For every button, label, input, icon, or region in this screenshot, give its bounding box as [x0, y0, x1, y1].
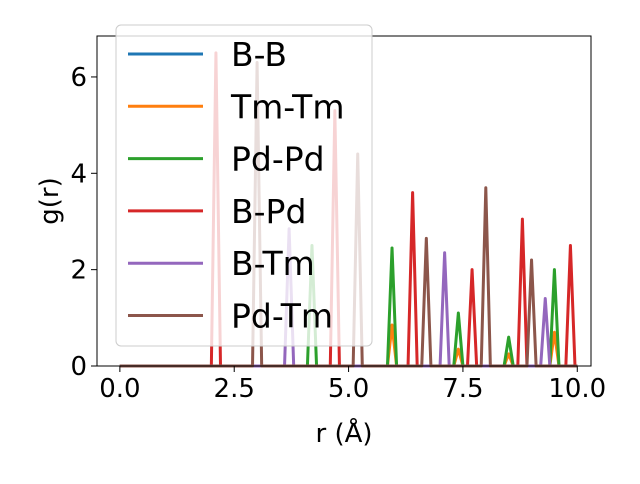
x-ticks: 0.0 2.5 5.0 7.5 10.0 — [99, 366, 606, 404]
y-tick-label: 6 — [70, 63, 87, 93]
x-tick-label: 10.0 — [548, 374, 606, 404]
legend-label-pd-pd: Pd-Pd — [231, 140, 325, 179]
y-tick-label: 0 — [70, 352, 87, 382]
legend-label-b-b: B-B — [231, 35, 287, 74]
legend: B-B Tm-Tm Pd-Pd B-Pd B-Tm Pd-Tm — [115, 24, 373, 347]
x-axis-label: r (Å) — [315, 417, 372, 449]
y-tick-label: 2 — [70, 256, 87, 286]
x-tick-label: 5.0 — [328, 374, 369, 404]
legend-label-pd-tm: Pd-Tm — [231, 297, 333, 336]
legend-label-b-pd: B-Pd — [231, 192, 306, 231]
legend-label-tm-tm: Tm-Tm — [230, 87, 345, 126]
y-tick-label: 4 — [70, 159, 87, 189]
x-tick-label: 0.0 — [99, 374, 140, 404]
legend-label-b-tm: B-Tm — [231, 244, 315, 283]
y-axis-label: g(r) — [35, 177, 65, 224]
x-tick-label: 7.5 — [442, 374, 483, 404]
y-ticks: 0 2 4 6 — [70, 63, 97, 382]
x-tick-label: 2.5 — [214, 374, 255, 404]
